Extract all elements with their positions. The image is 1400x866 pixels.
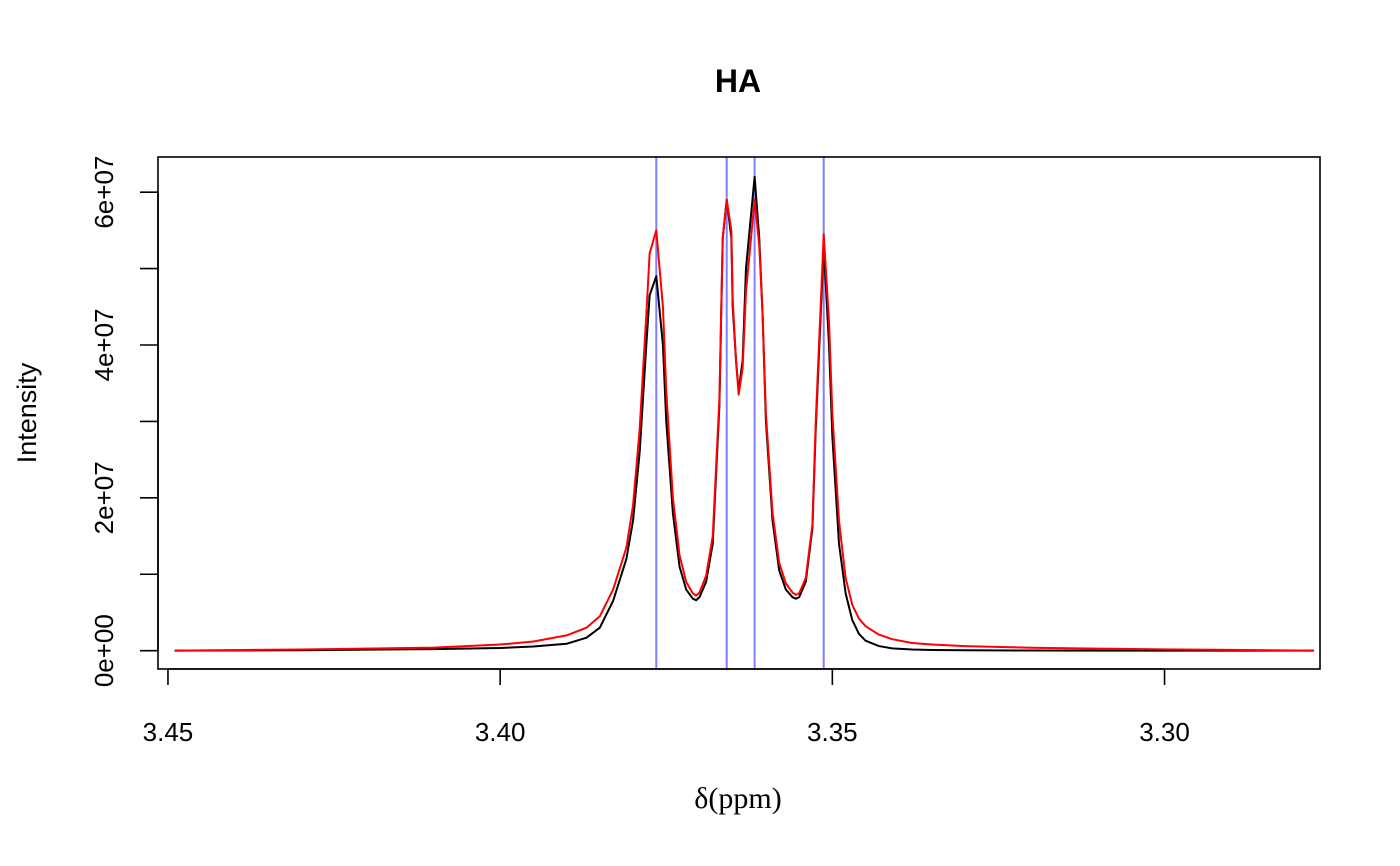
- chart-title: HA: [715, 63, 761, 99]
- x-tick-label: 3.40: [475, 717, 526, 747]
- y-tick-label: 2e+07: [89, 461, 119, 534]
- plot-area-frame: [157, 156, 1321, 670]
- y-tick-label: 4e+07: [89, 308, 119, 381]
- series-line-1: [174, 175, 1315, 652]
- series-line-2: [174, 198, 1315, 652]
- x-axis-label: δ(ppm): [694, 782, 781, 815]
- x-axis: 3.45 3.40 3.35 3.30: [143, 668, 1190, 747]
- x-tick-label: 3.30: [1139, 717, 1190, 747]
- y-tick-label: 6e+07: [89, 156, 119, 229]
- x-tick-label: 3.45: [143, 717, 194, 747]
- series-layer: [174, 175, 1315, 652]
- y-axis: 0e+00 2e+07 4e+07 6e+07: [89, 156, 159, 687]
- x-tick-label: 3.35: [807, 717, 858, 747]
- y-tick-label: 0e+00: [89, 614, 119, 687]
- y-axis-label: Intensity: [12, 362, 42, 463]
